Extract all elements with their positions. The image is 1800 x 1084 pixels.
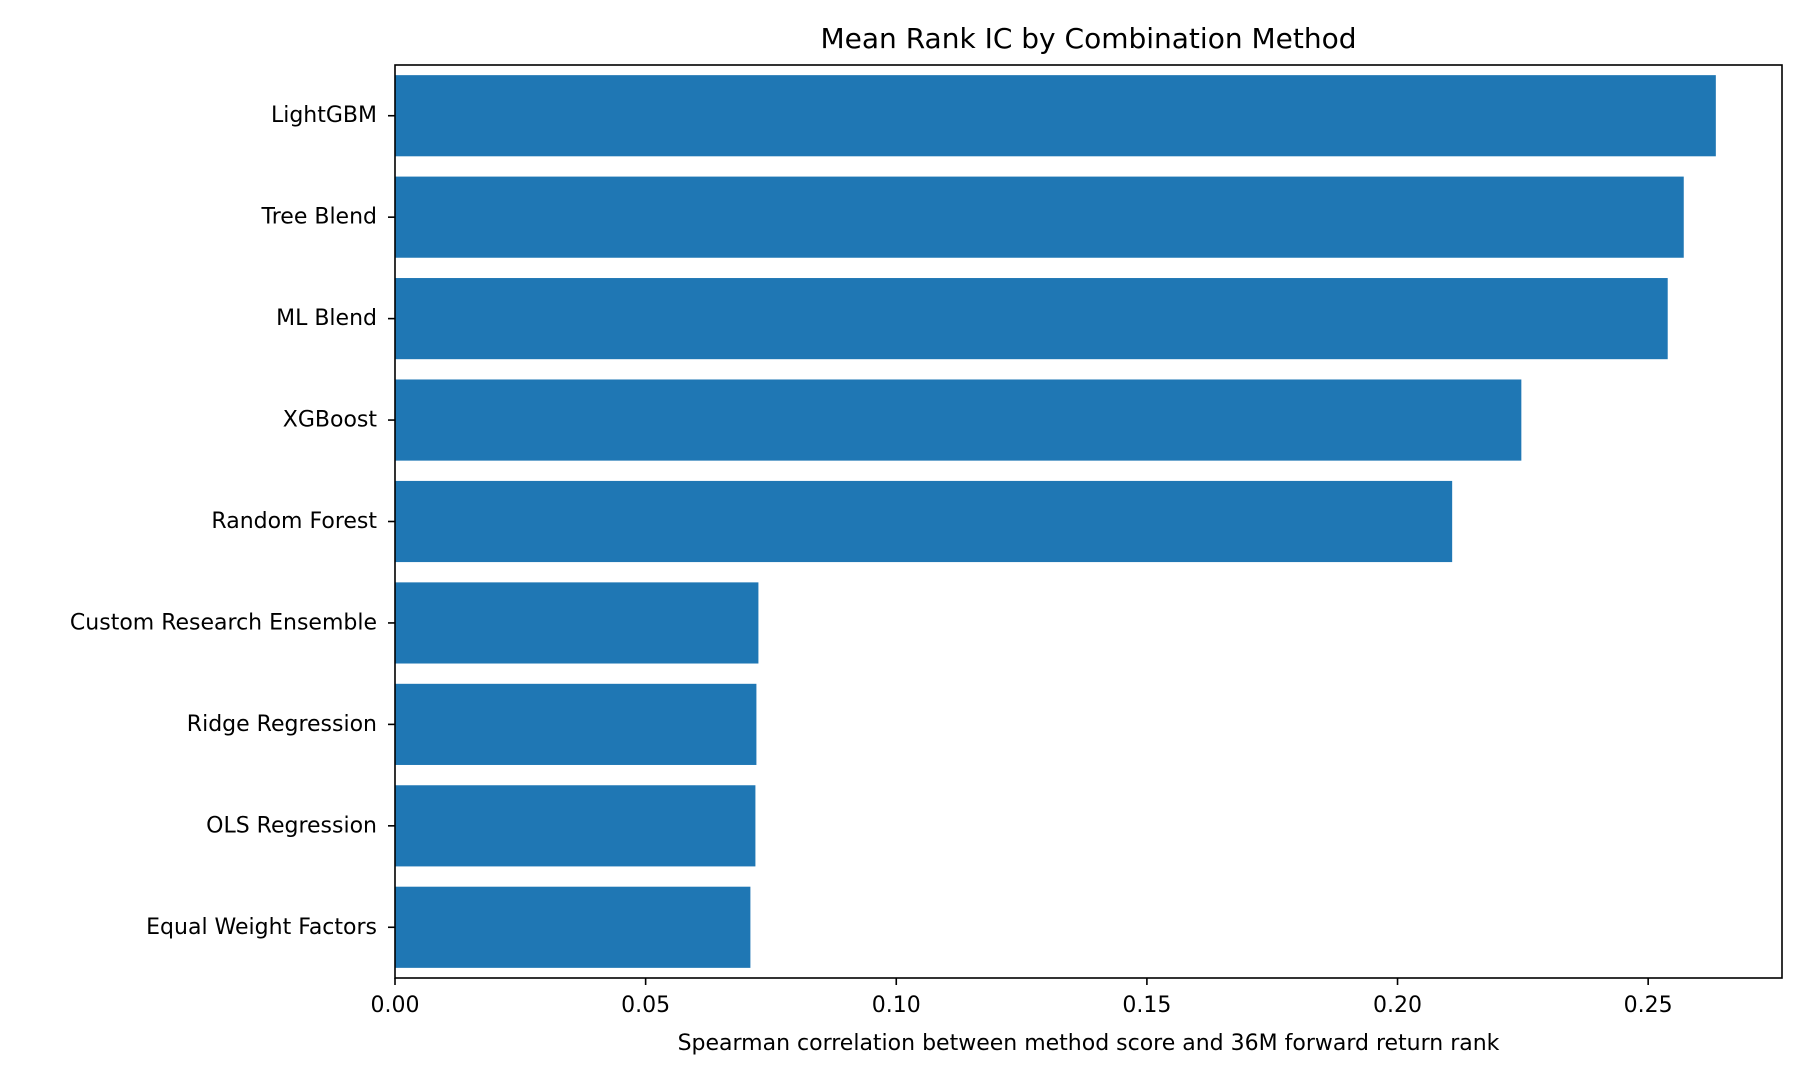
- x-tick-label: 0.05: [621, 993, 670, 1018]
- bar: [395, 278, 1668, 360]
- bars-layer: [395, 75, 1716, 968]
- y-tick-label: Equal Weight Factors: [146, 915, 377, 940]
- y-tick-label: Random Forest: [211, 509, 377, 534]
- y-tick-label: ML Blend: [276, 306, 377, 331]
- chart-title: Mean Rank IC by Combination Method: [821, 22, 1357, 55]
- bar: [395, 480, 1453, 563]
- x-tick-label: 0.10: [872, 993, 921, 1018]
- bar: [395, 176, 1684, 258]
- x-axis: 0.00 0.05 0.10 0.15 0.20 0.25: [371, 978, 1673, 1018]
- y-tick-label: XGBoost: [283, 408, 378, 433]
- x-tick-label: 0.25: [1624, 993, 1673, 1018]
- bar: [395, 582, 759, 664]
- bar: [395, 785, 756, 867]
- x-tick-label: 0.15: [1122, 993, 1171, 1018]
- y-tick-label: LightGBM: [271, 103, 377, 128]
- y-tick-label: Tree Blend: [261, 205, 377, 230]
- y-tick-label: Custom Research Ensemble: [70, 610, 377, 635]
- bar: [395, 75, 1716, 157]
- x-axis-label: Spearman correlation between method scor…: [678, 1031, 1500, 1056]
- y-axis: LightGBM Tree Blend ML Blend XGBoost Random …: [70, 103, 395, 940]
- x-tick-label: 0.20: [1373, 993, 1422, 1018]
- x-tick-label: 0.00: [371, 993, 420, 1018]
- y-tick-label: Ridge Regression: [187, 712, 377, 737]
- bar: [395, 886, 751, 968]
- bar: [395, 379, 1522, 461]
- y-tick-label: OLS Regression: [206, 813, 377, 838]
- plot-frame: [394, 64, 1783, 979]
- bar: [395, 683, 757, 765]
